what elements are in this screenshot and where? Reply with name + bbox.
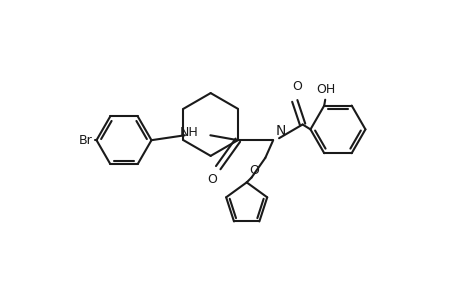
Text: O: O (249, 164, 259, 178)
Text: OH: OH (316, 83, 335, 96)
Text: Br: Br (78, 134, 92, 147)
Text: O: O (207, 172, 217, 186)
Text: N: N (274, 124, 285, 138)
Text: O: O (291, 80, 301, 93)
Text: NH: NH (179, 126, 198, 139)
